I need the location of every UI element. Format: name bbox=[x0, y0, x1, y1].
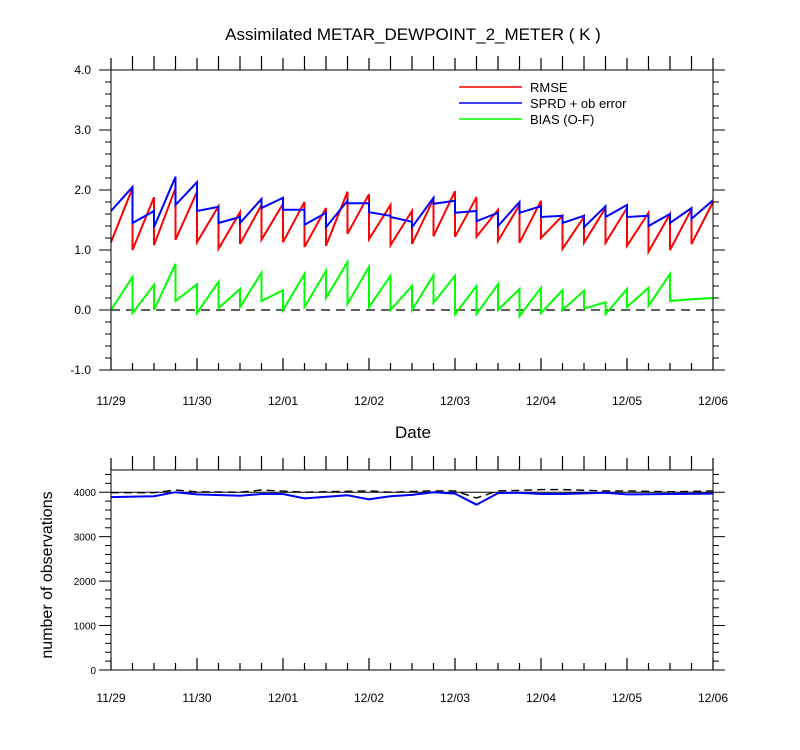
bottom-chart: 0 1000 2000 3000 4000 11/29 11/30 12/01 12/02 12… bbox=[39, 456, 728, 705]
top-x-tick-label: 12/03 bbox=[440, 394, 470, 408]
top-x-tick-labels: 11/29 11/30 12/01 12/02 12/03 12/04 12/05 12/06 bbox=[96, 394, 728, 408]
bottom-x-tick-label: 12/06 bbox=[698, 691, 728, 705]
top-y-tick-label: 3.0 bbox=[74, 123, 91, 137]
top-x-tick-label: 12/06 bbox=[698, 394, 728, 408]
bottom-series-group bbox=[110, 488, 714, 506]
top-y-tick-label: 1.0 bbox=[74, 243, 91, 257]
chart-title: Assimilated METAR_DEWPOINT_2_METER ( K ) bbox=[225, 25, 601, 44]
x-axis-title: Date bbox=[395, 423, 431, 442]
top-x-tick-label: 11/30 bbox=[182, 394, 211, 408]
bottom-x-tick-label: 12/03 bbox=[440, 691, 470, 705]
top-y-tick-label: 4.0 bbox=[74, 63, 91, 77]
legend-label: SPRD + ob error bbox=[530, 96, 627, 111]
top-x-tick-label: 12/01 bbox=[268, 394, 298, 408]
top-x-tick-label: 12/02 bbox=[354, 394, 384, 408]
bottom-x-tick-label: 12/01 bbox=[268, 691, 298, 705]
bottom-y-tick-label: 1000 bbox=[74, 622, 97, 633]
bottom-ticks bbox=[99, 456, 725, 671]
top-ticks bbox=[99, 56, 725, 371]
bottom-y-tick-label: 3000 bbox=[74, 533, 97, 544]
top-series-group bbox=[110, 176, 714, 319]
obs-series-assimilated-observations bbox=[110, 491, 714, 506]
top-x-tick-label: 12/05 bbox=[612, 394, 642, 408]
top-y-tick-label: -1.0 bbox=[70, 363, 91, 377]
bottom-x-tick-label: 11/30 bbox=[182, 691, 211, 705]
y-axis-title-observations: number of observations bbox=[39, 491, 56, 658]
top-x-tick-label: 11/29 bbox=[96, 394, 125, 408]
bottom-plot-frame bbox=[110, 469, 714, 671]
legend-label: RMSE bbox=[530, 80, 568, 95]
legend-label: BIAS (O-F) bbox=[530, 112, 594, 127]
series-line-rmse bbox=[110, 187, 714, 256]
top-x-tick-label: 12/04 bbox=[526, 394, 556, 408]
bottom-x-tick-label: 12/05 bbox=[612, 691, 642, 705]
series-line-sprd-ob-error bbox=[110, 176, 714, 231]
obs-series-possible-observations bbox=[111, 488, 714, 499]
bottom-y-tick-label: 4000 bbox=[74, 488, 97, 499]
top-y-tick-label: 2.0 bbox=[74, 183, 91, 197]
bottom-x-tick-label: 12/04 bbox=[526, 691, 556, 705]
top-y-tick-labels: -1.0 0.0 1.0 2.0 3.0 4.0 bbox=[70, 63, 91, 377]
top-chart: Assimilated METAR_DEWPOINT_2_METER ( K )… bbox=[70, 25, 728, 442]
bottom-y-tick-label: 0 bbox=[90, 666, 96, 677]
bottom-x-tick-labels: 11/29 11/30 12/01 12/02 12/03 12/04 12/05 12/06 bbox=[96, 691, 728, 705]
bottom-x-tick-label: 11/29 bbox=[96, 691, 125, 705]
series-line-bias-o-f bbox=[110, 258, 714, 319]
bottom-y-tick-labels: 0 1000 2000 3000 4000 bbox=[74, 488, 97, 677]
bottom-y-tick-label: 2000 bbox=[74, 577, 97, 588]
top-y-tick-label: 0.0 bbox=[74, 303, 91, 317]
bottom-x-tick-label: 12/02 bbox=[354, 691, 384, 705]
